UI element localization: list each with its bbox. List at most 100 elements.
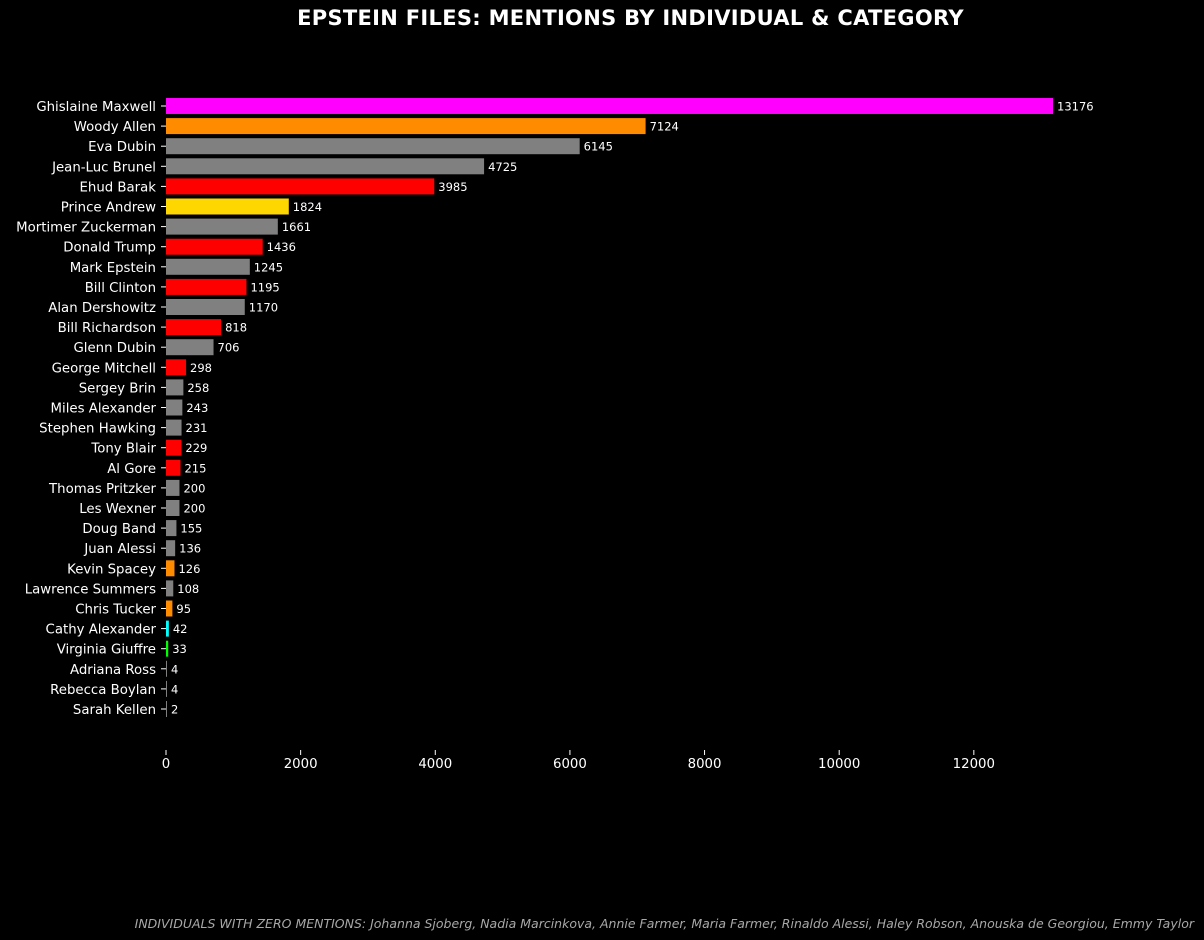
y-tick-label: Mark Epstein xyxy=(70,261,156,276)
bar xyxy=(166,138,580,155)
x-axis: 0 2000 4000 6000 8000 10000 12000 xyxy=(162,750,995,772)
bar xyxy=(166,540,176,557)
y-tick-label: Miles Alexander xyxy=(51,402,157,417)
x-tick-label: 12000 xyxy=(953,757,995,772)
bar xyxy=(166,339,214,356)
bar xyxy=(166,620,169,637)
x-tick-label: 6000 xyxy=(553,757,587,772)
data-label: 2 xyxy=(171,703,178,717)
bar xyxy=(166,198,289,215)
bar xyxy=(166,419,182,436)
y-tick-label: Bill Clinton xyxy=(85,281,156,296)
bar xyxy=(166,118,646,135)
data-label: 4 xyxy=(171,662,178,676)
bar xyxy=(166,359,187,376)
data-label: 229 xyxy=(185,441,207,455)
data-label: 1170 xyxy=(249,301,278,315)
data-label: 243 xyxy=(186,401,208,415)
bar xyxy=(166,278,247,295)
bar xyxy=(166,98,1053,114)
y-tick-label: Ehud Barak xyxy=(79,180,156,195)
data-label: 42 xyxy=(173,622,188,636)
x-tick-label: 2000 xyxy=(284,757,318,772)
bar xyxy=(166,158,485,175)
data-label: 1245 xyxy=(254,260,283,274)
bar xyxy=(166,560,175,577)
bar xyxy=(166,500,180,516)
y-tick-label: Sarah Kellen xyxy=(73,703,156,718)
value-labels: 13176 7124 6145 4725 3985 1824 1661 1436 1245 119… xyxy=(171,100,1094,717)
x-tick-label: 8000 xyxy=(688,757,722,772)
y-tick-label: Chris Tucker xyxy=(75,603,156,618)
data-label: 1661 xyxy=(282,220,311,234)
y-tick-label: Eva Dubin xyxy=(88,140,156,155)
bar xyxy=(166,701,167,717)
y-tick-label: Donald Trump xyxy=(63,241,156,256)
chart-title: EPSTEIN FILES: MENTIONS BY INDIVIDUAL & … xyxy=(297,6,964,30)
x-tick-label: 4000 xyxy=(418,757,452,772)
y-axis-labels: Ghislaine Maxwell Woody Allen Eva Dubin Jea… xyxy=(16,100,166,718)
y-tick-label: Stephen Hawking xyxy=(39,422,156,437)
data-label: 33 xyxy=(172,642,187,656)
y-tick-label: Al Gore xyxy=(107,462,156,477)
bar xyxy=(166,660,167,677)
data-label: 298 xyxy=(190,361,212,375)
data-label: 200 xyxy=(183,481,205,495)
bar xyxy=(166,319,222,336)
data-label: 4 xyxy=(171,682,178,696)
y-tick-label: Doug Band xyxy=(82,522,156,537)
bar xyxy=(166,379,184,396)
y-tick-label: Rebecca Boylan xyxy=(50,683,156,698)
bar xyxy=(166,520,177,537)
y-tick-label: Glenn Dubin xyxy=(74,341,157,356)
y-tick-label: Kevin Spacey xyxy=(67,562,156,577)
y-tick-label: Sergey Brin xyxy=(79,381,156,396)
y-tick-label: Mortimer Zuckerman xyxy=(16,221,156,236)
data-label: 706 xyxy=(218,341,240,355)
y-tick-label: Thomas Pritzker xyxy=(48,482,156,497)
data-label: 818 xyxy=(225,321,247,335)
bars-layer xyxy=(166,98,1053,717)
bar xyxy=(166,399,183,416)
data-label: 126 xyxy=(178,562,200,576)
y-tick-label: Bill Richardson xyxy=(58,321,156,336)
y-tick-label: George Mitchell xyxy=(52,361,156,376)
y-tick-label: Adriana Ross xyxy=(70,663,156,678)
data-label: 7124 xyxy=(650,120,679,134)
data-label: 1824 xyxy=(293,200,322,214)
y-tick-label: Prince Andrew xyxy=(61,201,156,216)
zero-mentions-footnote: INDIVIDUALS WITH ZERO MENTIONS: Johanna … xyxy=(134,916,1194,931)
data-label: 231 xyxy=(186,421,208,435)
data-label: 215 xyxy=(184,461,206,475)
y-tick-label: Alan Dershowitz xyxy=(48,301,156,316)
bar xyxy=(166,600,173,617)
bar xyxy=(166,299,245,315)
data-label: 1195 xyxy=(250,280,279,294)
y-tick-label: Virginia Giuffre xyxy=(57,643,156,658)
data-label: 136 xyxy=(179,542,201,556)
bar xyxy=(166,640,169,657)
data-label: 95 xyxy=(176,602,191,616)
bar xyxy=(166,459,181,476)
data-label: 6145 xyxy=(584,140,613,154)
data-label: 1436 xyxy=(267,240,296,254)
y-tick-label: Juan Alessi xyxy=(83,542,156,557)
data-label: 108 xyxy=(177,582,199,596)
bar xyxy=(166,439,182,456)
y-tick-label: Tony Blair xyxy=(90,442,156,457)
data-label: 3985 xyxy=(438,180,467,194)
data-label: 258 xyxy=(187,381,209,395)
data-label: 155 xyxy=(180,522,202,536)
y-tick-label: Les Wexner xyxy=(79,502,156,517)
bar xyxy=(166,680,167,697)
bar xyxy=(166,238,263,255)
x-tick-label: 10000 xyxy=(818,757,860,772)
bar xyxy=(166,580,174,597)
data-label: 4725 xyxy=(488,160,517,174)
x-tick-label: 0 xyxy=(162,757,170,772)
bar xyxy=(166,218,278,235)
bar xyxy=(166,479,180,496)
bar xyxy=(166,178,435,195)
y-tick-label: Lawrence Summers xyxy=(25,582,156,597)
